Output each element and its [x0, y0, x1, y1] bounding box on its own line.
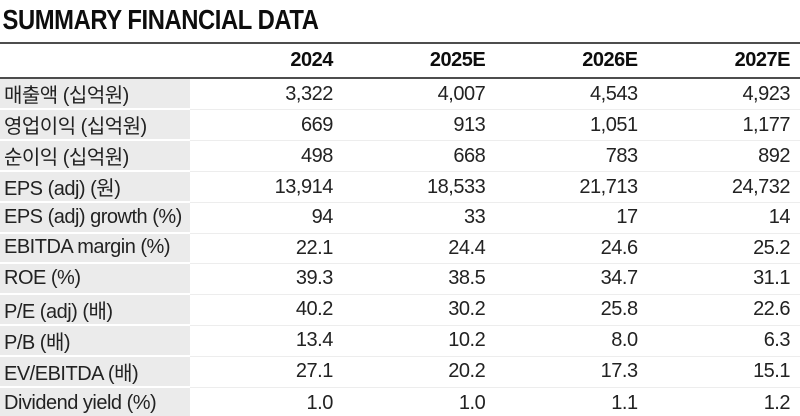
- table-row: EPS (adj) growth (%) 94 33 17 14: [0, 203, 800, 234]
- table-row: P/B (배) 13.4 10.2 8.0 6.3: [0, 325, 800, 357]
- table-row: EBITDA margin (%) 22.1 24.4 24.6 25.2: [0, 233, 800, 265]
- cell-value: 22.1: [190, 234, 343, 265]
- cell-value: 31.1: [647, 264, 800, 295]
- cell-value: 40.2: [190, 295, 343, 326]
- column-header-2027e: 2027E: [647, 42, 800, 79]
- cell-value: 17: [495, 203, 648, 234]
- cell-value: 14: [647, 203, 800, 234]
- cell-value: 94: [190, 203, 343, 234]
- cell-value: 3,322: [190, 79, 343, 110]
- table-row: EV/EBITDA (배) 27.1 20.2 17.3 15.1: [0, 356, 800, 388]
- table-row: P/E (adj) (배) 40.2 30.2 25.8 22.6: [0, 294, 800, 326]
- cell-value: 30.2: [342, 295, 496, 326]
- cell-value: 21,713: [495, 172, 648, 203]
- table-row: Dividend yield (%) 1.0 1.0 1.1 1.2: [0, 387, 800, 416]
- cell-value: 13,914: [190, 172, 343, 203]
- cell-value: 892: [647, 141, 800, 172]
- cell-value: 1,051: [495, 110, 648, 141]
- financial-summary-table: 2024 2025E 2026E 2027E 매출액 (십억원) 3,322 4,007 4…: [0, 42, 800, 416]
- row-label: Dividend yield (%): [0, 387, 191, 416]
- cell-value: 4,543: [495, 79, 648, 110]
- cell-value: 498: [190, 141, 343, 172]
- cell-value: 8.0: [495, 326, 648, 357]
- cell-value: 25.2: [647, 234, 800, 265]
- column-header-2024: 2024: [190, 42, 343, 79]
- cell-value: 39.3: [190, 264, 343, 295]
- header-corner-cell: [0, 42, 191, 79]
- cell-value: 38.5: [342, 264, 496, 295]
- cell-value: 10.2: [342, 326, 496, 357]
- cell-value: 15.1: [647, 357, 800, 388]
- row-label: P/E (adj) (배): [0, 294, 191, 326]
- table-header: 2024 2025E 2026E 2027E: [0, 42, 800, 79]
- cell-value: 34.7: [495, 264, 648, 295]
- cell-value: 27.1: [190, 357, 343, 388]
- row-label: EPS (adj) (원): [0, 172, 191, 203]
- cell-value: 1.0: [306, 391, 334, 414]
- cell-value: 913: [342, 110, 496, 141]
- table-body: 매출액 (십억원) 3,322 4,007 4,543 4,923 영업이익 (십억원) 6…: [0, 79, 800, 416]
- cell-value: 1.0: [458, 391, 486, 414]
- row-label: 매출액 (십억원): [0, 79, 191, 110]
- cell-value: 1.2: [763, 391, 791, 414]
- page-title: SUMMARY FINANCIAL DATA: [2, 4, 319, 35]
- table-row: 순이익 (십억원) 498 668 783 892: [0, 141, 800, 172]
- cell-value: 20.2: [342, 357, 496, 388]
- row-label: EV/EBITDA (배): [0, 356, 191, 388]
- row-label: P/B (배): [0, 325, 191, 357]
- cell-value: 24.4: [342, 234, 496, 265]
- cell-value: 1.1: [611, 391, 638, 414]
- row-label: 영업이익 (십억원): [0, 110, 191, 141]
- table-row: ROE (%) 39.3 38.5 34.7 31.1: [0, 264, 800, 295]
- cell-value: 1,177: [647, 110, 800, 141]
- cell-value: 783: [495, 141, 648, 172]
- cell-value: 25.8: [495, 295, 648, 326]
- table-row: 매출액 (십억원) 3,322 4,007 4,543 4,923: [0, 79, 800, 110]
- row-label: 순이익 (십억원): [0, 141, 191, 172]
- row-label: EPS (adj) growth (%): [0, 203, 191, 234]
- cell-value: 22.6: [647, 295, 800, 326]
- cell-value: 668: [342, 141, 496, 172]
- cell-value: 4,923: [647, 79, 800, 110]
- cell-value: 17.3: [495, 357, 648, 388]
- row-label: EBITDA margin (%): [0, 233, 191, 265]
- cell-value: 24,732: [647, 172, 800, 203]
- cell-value: 6.3: [647, 326, 800, 357]
- column-header-2025e: 2025E: [342, 42, 496, 79]
- cell-value: 18,533: [342, 172, 496, 203]
- table-row: EPS (adj) (원) 13,914 18,533 21,713 24,732: [0, 172, 800, 203]
- table-row: 영업이익 (십억원) 669 913 1,051 1,177: [0, 110, 800, 141]
- cell-value: 33: [342, 203, 496, 234]
- cell-value: 24.6: [495, 234, 648, 265]
- column-header-2026e: 2026E: [495, 42, 648, 79]
- cell-value: 13.4: [190, 326, 343, 357]
- cell-value: 4,007: [342, 79, 496, 110]
- cell-value: 669: [190, 110, 343, 141]
- row-label: ROE (%): [0, 264, 191, 295]
- header-row: 2024 2025E 2026E 2027E: [0, 42, 800, 79]
